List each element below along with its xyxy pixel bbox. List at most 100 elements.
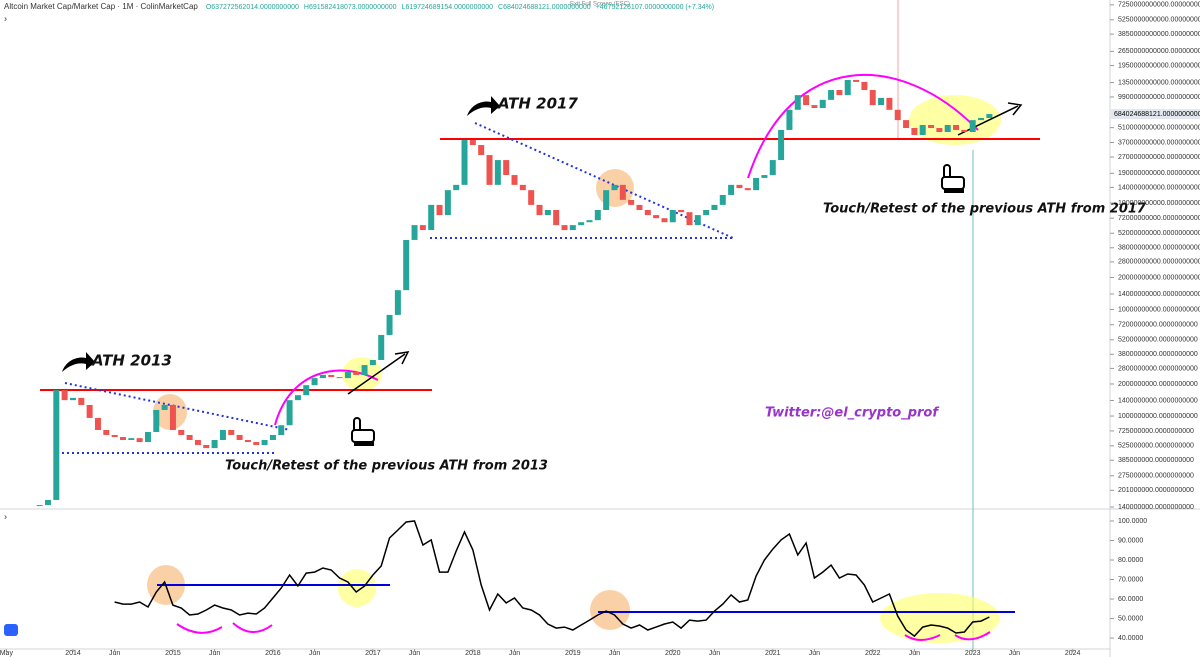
candle [494,160,501,185]
curved-arrow-icon [62,352,95,372]
candle [211,439,218,449]
y-tick-label: 510000000000.0000000000 [1118,124,1200,131]
candle [44,499,51,506]
y-tick-label: 385000000.0000000000 [1118,457,1194,464]
annotation: ATH 2017 [497,95,578,113]
candle [969,120,976,133]
candle [953,124,960,130]
candle [661,218,668,223]
exit-hint[interactable]: Exit Full Screen (ESC) [570,2,630,8]
y-tick-label: 140000000000.0000000000 [1118,184,1200,191]
candle [686,212,693,226]
candle [511,175,518,185]
candle [853,79,860,82]
candle [728,184,735,195]
candle [403,239,410,291]
hand-icon [351,417,375,446]
candle [761,175,768,178]
candle [628,199,635,205]
candle [878,97,885,106]
y-tick-label: 140000000.0000000000 [1118,504,1194,511]
arrow-head [1007,102,1023,116]
candle [36,505,43,507]
y-tick-label: 5250000000000.0000000000 [1118,17,1200,24]
candle [861,81,868,91]
annotation: Touch/Retest of the previous ATH from 20… [225,459,548,474]
x-tick-label: 2020 [665,650,681,657]
candle [619,184,626,200]
arrow [957,105,1019,136]
candle [286,400,293,426]
candle [136,438,143,443]
candle [803,95,810,106]
candle [911,127,918,135]
candle [644,209,651,216]
trend-line [64,382,291,431]
candle [353,372,360,375]
y-tick-label: 190000000000.0000000000 [1118,170,1200,177]
x-tick-label: Jun [109,650,120,657]
arc [747,74,979,179]
candles [36,79,993,507]
candle [844,79,851,96]
candle [244,439,251,443]
candle [919,124,926,135]
y-tick-label: 5200000000.0000000000 [1118,337,1198,344]
header-ohlc: O637272562014.0000000000 [206,4,299,11]
candle [653,215,660,219]
candle [303,385,310,396]
candle [869,90,876,106]
candle [678,209,685,213]
candle [178,429,185,435]
logo[interactable] [4,624,18,636]
collapse-icon[interactable]: › [4,511,7,521]
candle [144,432,151,443]
y2-tick-label: 70.0000 [1118,576,1143,583]
y-tick-label: 7200000000.0000000000 [1118,322,1198,329]
candle [261,439,268,445]
y-tick-label: 100000000000.0000000000 [1118,200,1200,207]
candle [519,184,526,191]
x-tick-label: Jun [509,650,520,657]
header-ohlc: +46752126107.0000000000 (+7.34%) [596,4,714,11]
candle [669,209,676,223]
candle [703,209,710,216]
x-tick-label: Jun [1009,650,1020,657]
y-tick-label: 10000000000.0000000000 [1118,306,1200,313]
candle [986,114,993,119]
x-tick-label: Jun [909,650,920,657]
candle [978,118,985,121]
candle [836,90,843,96]
x-tick-label: 2015 [165,650,181,657]
y-tick-label: 2000000000.0000000000 [1118,381,1198,388]
header-ohlc: H691582418073.0000000000 [304,4,397,11]
candle [203,444,210,449]
candle [578,222,585,226]
candle [744,188,751,191]
candle [419,225,426,231]
candle [828,90,835,100]
arrow [347,353,406,395]
candle [428,204,435,231]
candle [161,404,168,410]
candle [753,177,760,191]
candle [936,127,943,133]
x-tick-label: 2018 [465,650,481,657]
candle [786,109,793,130]
annotation: Twitter:@el_crypto_prof [765,406,940,421]
candle [811,105,818,108]
y-tick-label: 270000000000.0000000000 [1118,154,1200,161]
x-tick-label: Jun [609,650,620,657]
y-tick-label: 3800000000.0000000000 [1118,351,1198,358]
candle [394,290,401,315]
x-tick-label: 2019 [565,650,581,657]
collapse-icon[interactable]: › [4,13,7,23]
candle [961,129,968,133]
candle [228,429,235,435]
candle [536,204,543,216]
candle [694,215,701,226]
candle [611,184,618,191]
x-tick-label: 2024 [1065,650,1081,657]
candle [586,220,593,223]
